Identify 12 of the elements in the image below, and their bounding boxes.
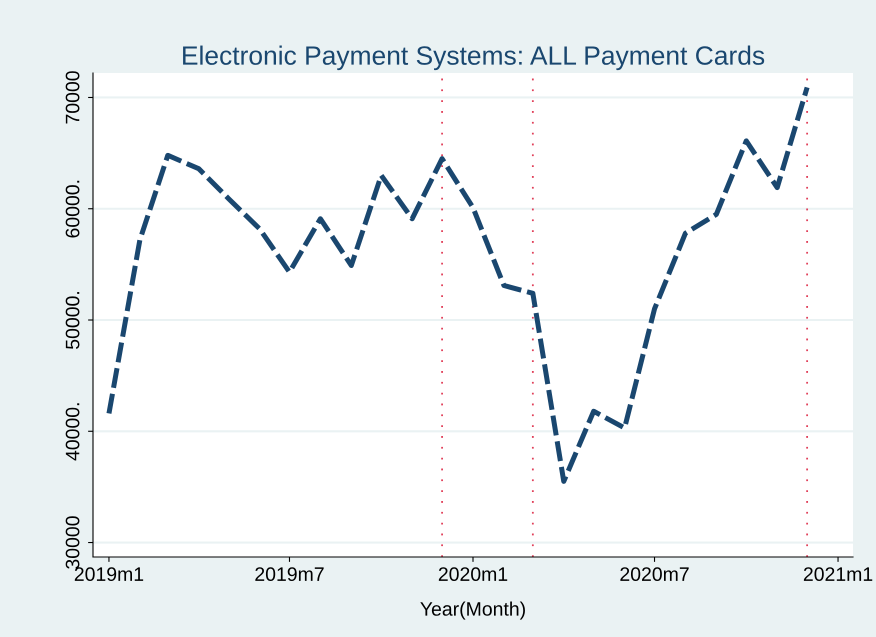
- chart-title: Electronic Payment Systems: ALL Payment Cards: [183, 46, 764, 70]
- x-axis-title: Year(Month): [420, 602, 525, 620]
- x-tick-label: 2019m1: [74, 567, 144, 582]
- y-tick-label: 70000: [66, 71, 80, 124]
- x-tick-label: 2020m1: [438, 567, 508, 582]
- x-tick-label: 2020m7: [620, 567, 689, 582]
- y-tick-label: 40000.: [66, 403, 80, 461]
- x-tick-label: 2021m1: [804, 567, 872, 582]
- y-tick-label: 60000.: [66, 180, 80, 238]
- y-tick-label: 30000: [66, 516, 80, 569]
- y-tick-label: 50000.: [66, 292, 80, 349]
- x-tick-label: 2019m7: [255, 567, 324, 582]
